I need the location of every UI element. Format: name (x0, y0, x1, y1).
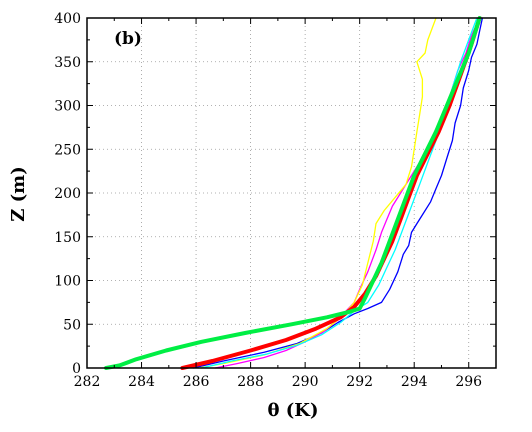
series-line-6 (104, 16, 482, 370)
x-tick-label: 288 (237, 374, 264, 390)
series-line-1 (192, 17, 484, 369)
y-tick-label: 300 (54, 99, 81, 115)
y-tick-label: 0 (72, 361, 81, 377)
y-tick-label: 250 (54, 142, 81, 158)
y-axis-label: Z (m) (8, 166, 29, 222)
x-tick-label: 294 (401, 374, 428, 390)
y-tick-label: 50 (63, 317, 81, 333)
x-tick-label: 284 (128, 374, 155, 390)
panel-label: (b) (114, 29, 142, 49)
y-tick-label: 100 (54, 274, 81, 290)
x-axis-label: θ (K) (268, 400, 319, 421)
y-tick-label: 350 (54, 55, 81, 71)
y-tick-label: 200 (54, 186, 81, 202)
x-tick-label: 296 (455, 374, 482, 390)
x-tick-label: 290 (292, 374, 319, 390)
x-tick-label: 282 (74, 374, 101, 390)
series-line-3 (198, 17, 437, 369)
series-lines (104, 16, 484, 370)
y-tick-label: 400 (54, 11, 81, 27)
x-tick-label: 286 (183, 374, 210, 390)
axis-ticks: 282 284 286 288 290 292 294 296 0 50 100 150 200 250 3… (54, 11, 497, 390)
y-tick-label: 150 (54, 230, 81, 246)
x-tick-label: 292 (346, 374, 373, 390)
